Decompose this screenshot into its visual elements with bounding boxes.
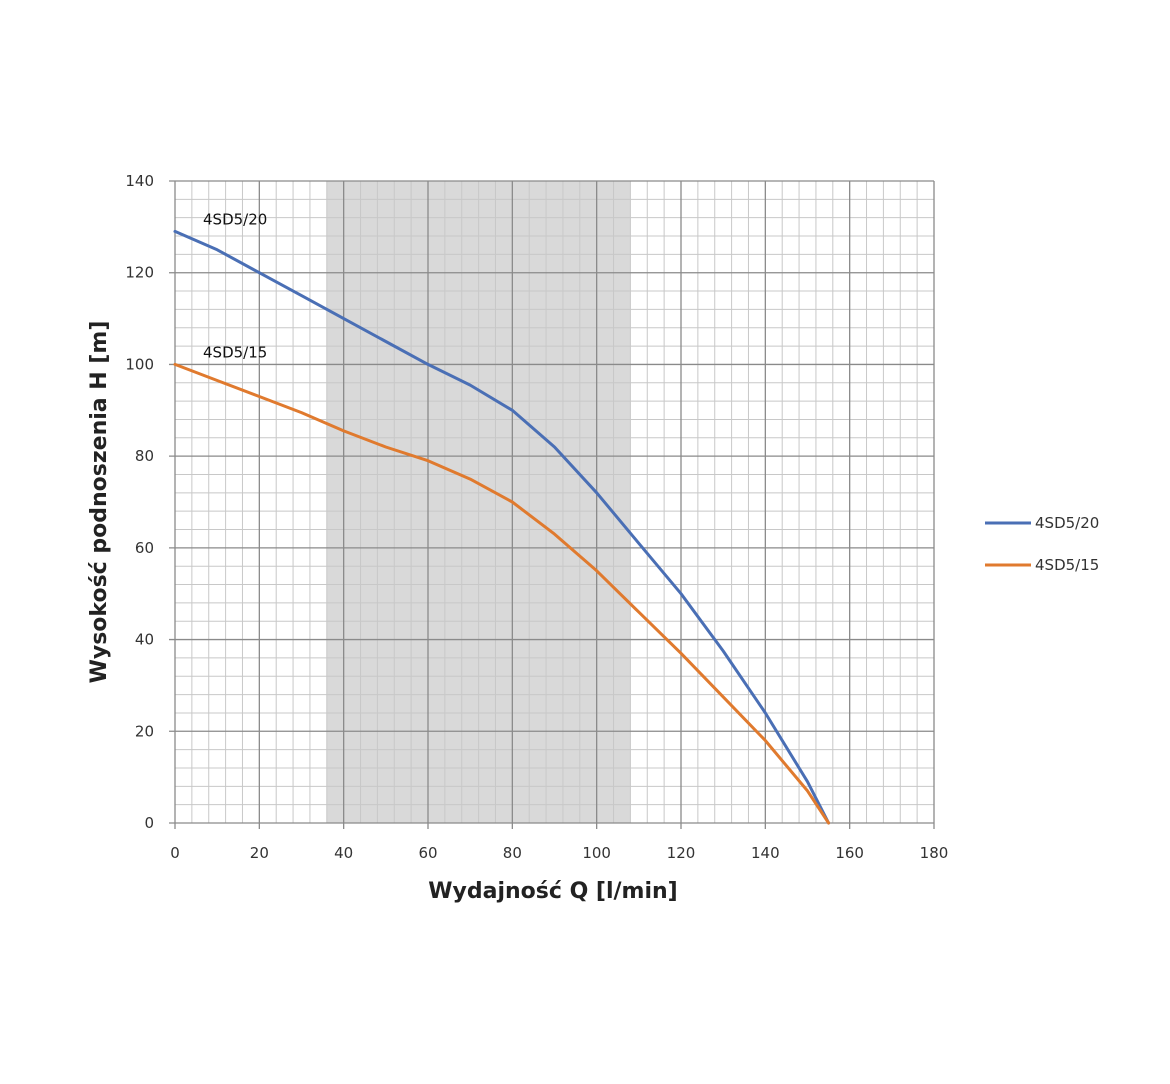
tick-labels: 0 20 40 60 80 100 120 140 160 180 0 20 40 60 80 100 120 1… — [125, 172, 948, 862]
legend-label-1: 4SD5/20 — [1035, 514, 1099, 532]
y-tick-label: 140 — [125, 172, 154, 190]
y-tick-label: 40 — [135, 631, 154, 649]
x-tick-label: 40 — [334, 844, 353, 862]
y-tick-label: 0 — [144, 814, 154, 832]
y-axis-title: Wysokość podnoszenia H [m] — [87, 321, 112, 684]
x-tick-label: 20 — [250, 844, 269, 862]
series-line-2 — [173, 362, 831, 825]
minor-grid — [175, 181, 934, 823]
x-tick-label: 80 — [503, 844, 522, 862]
x-tick-label: 60 — [418, 844, 437, 862]
major-grid — [169, 180, 935, 829]
x-axis-title: Wydajność Q [l/min] — [428, 879, 678, 904]
x-tick-label: 100 — [582, 844, 611, 862]
y-tick-label: 20 — [135, 722, 154, 740]
x-tick-label: 0 — [170, 844, 180, 862]
y-tick-label: 100 — [125, 355, 154, 373]
series-label-1: 4SD5/20 — [203, 210, 267, 228]
y-tick-label: 120 — [125, 264, 154, 282]
x-tick-label: 180 — [920, 844, 949, 862]
x-tick-label: 140 — [751, 844, 780, 862]
legend: 4SD5/20 4SD5/15 — [985, 514, 1099, 574]
series-layer — [173, 229, 831, 825]
series-line-1 — [173, 229, 831, 825]
series-label-2: 4SD5/15 — [203, 343, 267, 361]
legend-label-2: 4SD5/15 — [1035, 556, 1099, 574]
y-tick-label: 80 — [135, 447, 154, 465]
y-tick-label: 60 — [135, 539, 154, 557]
x-tick-label: 120 — [667, 844, 696, 862]
series-labels: 4SD5/20 4SD5/15 — [203, 210, 267, 361]
x-tick-label: 160 — [835, 844, 864, 862]
